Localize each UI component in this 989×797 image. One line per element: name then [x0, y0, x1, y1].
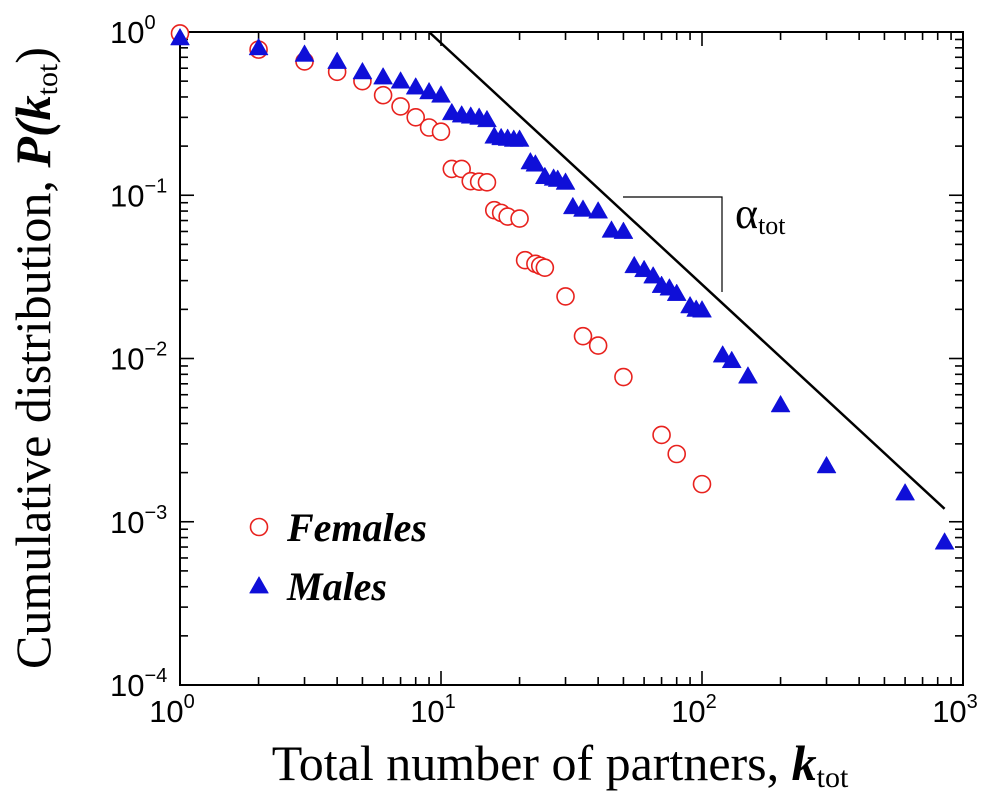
- x-tick-label: 100: [149, 691, 195, 729]
- slope-annotation: αtot: [623, 189, 786, 292]
- legend-label-males: Males: [286, 564, 387, 609]
- data-point-males: [373, 67, 394, 85]
- y-tick-label-exponent: −2: [144, 339, 167, 361]
- slope-label-subscript: tot: [758, 211, 786, 240]
- y-axis-title-close: ): [5, 47, 61, 64]
- y-tick-label: 10−1: [110, 175, 167, 213]
- data-point-males: [509, 129, 530, 147]
- data-point-females: [535, 258, 555, 277]
- y-tick-label-base: 10: [110, 668, 144, 703]
- y-tick-label: 10−4: [110, 665, 167, 703]
- data-point-males: [248, 37, 269, 56]
- fit-line: [428, 31, 946, 510]
- data-point-males: [477, 109, 497, 128]
- data-point-males: [170, 27, 190, 46]
- data-point-males: [666, 283, 687, 301]
- x-tick-label: 102: [671, 691, 717, 729]
- x-tick-label: 103: [932, 691, 978, 729]
- data-point-females: [391, 97, 410, 116]
- y-tick-label-base: 10: [110, 178, 144, 213]
- data-point-males: [613, 221, 634, 239]
- x-tick-label-base: 10: [149, 694, 183, 729]
- x-tick-label-exponent: 2: [706, 691, 717, 713]
- x-axis-title: Total number of partners, ktot: [272, 735, 849, 794]
- y-tick-label-exponent: −4: [144, 665, 167, 687]
- y-tick-label-exponent: −1: [144, 175, 167, 197]
- data-point-females: [588, 336, 608, 355]
- legend-marker-males: [249, 575, 269, 594]
- x-tick-label: 101: [410, 691, 456, 729]
- data-point-males: [327, 51, 348, 69]
- data-point-males: [431, 85, 451, 103]
- y-tick-label-base: 10: [110, 505, 144, 540]
- y-tick-label: 100: [110, 12, 156, 50]
- data-point-males: [895, 482, 916, 501]
- slope-bracket: [623, 196, 723, 292]
- data-point-females: [614, 367, 633, 387]
- y-tick-label-base: 10: [110, 15, 144, 50]
- data-point-females: [510, 209, 529, 228]
- x-axis-title-text: Total number of partners,: [272, 735, 792, 791]
- y-tick-label: 10−3: [110, 502, 167, 540]
- data-point-males: [770, 394, 791, 413]
- data-point-females: [692, 474, 712, 494]
- y-tick-label: 10−2: [110, 339, 167, 377]
- data-point-females: [652, 425, 671, 445]
- data-point-females: [573, 326, 593, 346]
- data-point-females: [431, 122, 451, 142]
- series-males: [170, 27, 955, 550]
- data-point-males: [555, 172, 576, 190]
- x-tick-label-exponent: 1: [445, 691, 456, 713]
- axis-ticks: [179, 31, 964, 686]
- x-tick-label-exponent: 0: [184, 691, 195, 713]
- y-axis-title-subscript: tot: [31, 63, 64, 95]
- data-point-males: [588, 201, 609, 219]
- data-point-males: [934, 532, 955, 550]
- data-point-males: [738, 366, 758, 384]
- legend-marker-females: [249, 517, 269, 537]
- data-point-females: [452, 159, 471, 179]
- data-point-males: [573, 199, 593, 217]
- x-tick-label-exponent: 3: [967, 691, 978, 713]
- data-point-males: [816, 455, 837, 474]
- legend-label-females: Females: [286, 505, 427, 550]
- data-point-males: [390, 71, 411, 89]
- slope-label: αtot: [735, 189, 786, 240]
- data-point-females: [373, 85, 393, 105]
- data-point-females: [667, 444, 687, 464]
- data-point-males: [352, 61, 373, 80]
- data-point-males: [419, 81, 439, 100]
- x-axis-title-subscript: tot: [817, 761, 849, 794]
- data-point-males: [525, 154, 546, 172]
- data-point-males: [712, 345, 733, 363]
- data-point-males: [294, 44, 315, 62]
- x-axis-title-symbol: k: [792, 735, 817, 791]
- data-point-females: [556, 287, 575, 306]
- slope-label-symbol: α: [735, 189, 758, 238]
- x-tick-label-base: 10: [932, 694, 966, 729]
- data-point-males: [601, 220, 622, 238]
- fit-line-group: [428, 31, 946, 510]
- legend: Females Males: [249, 505, 427, 609]
- data-point-females: [406, 108, 426, 127]
- y-tick-label-base: 10: [110, 342, 144, 377]
- y-tick-label-exponent: 0: [144, 12, 155, 34]
- y-axis-title-text: Cumulative distribution,: [5, 168, 61, 669]
- data-point-males: [692, 300, 712, 318]
- data-point-males: [405, 77, 426, 95]
- y-axis-title-symbol: P(k: [5, 95, 61, 168]
- data-point-males: [721, 350, 742, 369]
- data-point-males: [634, 259, 655, 278]
- y-axis-title: Cumulative distribution, P(ktot): [5, 47, 64, 669]
- data-point-males: [643, 266, 664, 284]
- x-tick-label-base: 10: [671, 694, 705, 729]
- x-tick-label-base: 10: [410, 694, 444, 729]
- data-point-females: [477, 173, 497, 192]
- y-tick-label-exponent: −3: [144, 502, 167, 524]
